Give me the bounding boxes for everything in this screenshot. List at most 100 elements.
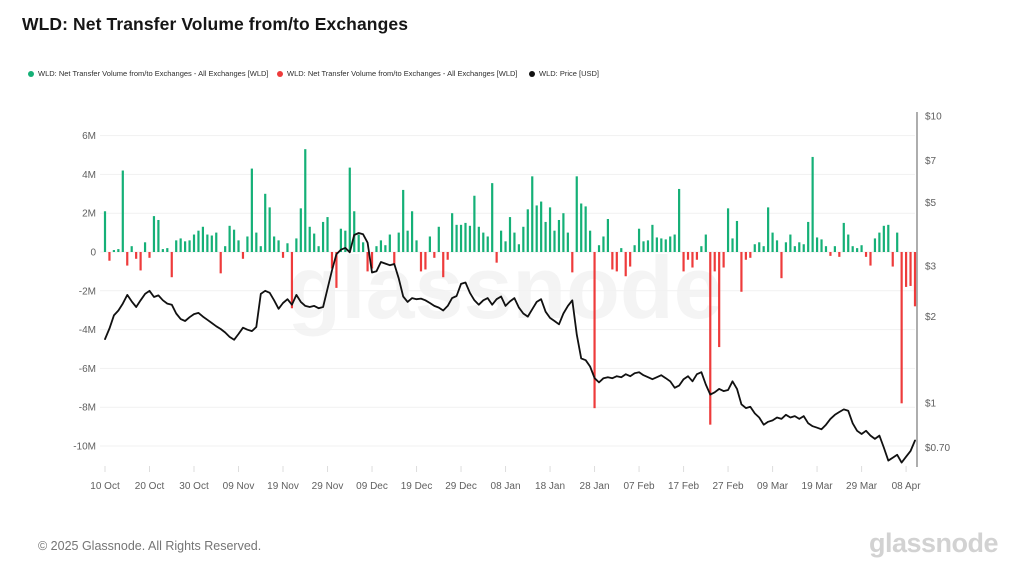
volume-bar[interactable] xyxy=(281,252,285,258)
volume-bar[interactable] xyxy=(682,252,685,272)
volume-bar[interactable] xyxy=(811,156,814,252)
volume-bar[interactable] xyxy=(842,222,845,252)
volume-bar[interactable] xyxy=(722,252,725,268)
volume-bar[interactable] xyxy=(896,232,899,252)
legend-item-netflow-negative[interactable]: WLD: Net Transfer Volume from/to Exchang… xyxy=(277,69,518,78)
volume-bar[interactable] xyxy=(593,252,596,409)
volume-bar[interactable] xyxy=(815,237,819,252)
volume-bar[interactable] xyxy=(553,230,556,252)
volume-bar[interactable] xyxy=(651,224,654,252)
volume-bar[interactable] xyxy=(455,224,458,252)
volume-bar[interactable] xyxy=(126,252,129,266)
volume-bar[interactable] xyxy=(602,236,605,252)
volume-bar[interactable] xyxy=(313,233,316,252)
volume-bar[interactable] xyxy=(557,219,561,252)
volume-bar[interactable] xyxy=(580,203,583,253)
volume-bar[interactable] xyxy=(700,246,703,252)
volume-bar[interactable] xyxy=(882,225,885,252)
volume-bar[interactable] xyxy=(508,217,512,252)
volume-bar[interactable] xyxy=(152,216,156,252)
volume-bar[interactable] xyxy=(713,252,716,272)
volume-bar[interactable] xyxy=(419,252,423,272)
volume-bar[interactable] xyxy=(299,208,302,252)
volume-bar[interactable] xyxy=(415,240,418,252)
volume-bar[interactable] xyxy=(219,252,222,274)
volume-bar[interactable] xyxy=(637,228,641,252)
volume-bar[interactable] xyxy=(175,240,178,252)
volume-bar[interactable] xyxy=(317,246,320,252)
volume-bar[interactable] xyxy=(499,230,503,252)
volume-bar[interactable] xyxy=(117,249,120,252)
volume-bar[interactable] xyxy=(451,213,454,252)
volume-bar[interactable] xyxy=(255,232,258,252)
volume-bar[interactable] xyxy=(264,193,267,252)
volume-bar[interactable] xyxy=(513,232,516,252)
volume-bar[interactable] xyxy=(642,241,645,252)
volume-bar[interactable] xyxy=(486,236,489,252)
volume-bar[interactable] xyxy=(833,246,836,252)
volume-bar[interactable] xyxy=(179,238,182,252)
volume-bar[interactable] xyxy=(802,244,805,252)
volume-bar[interactable] xyxy=(718,252,721,348)
volume-bar[interactable] xyxy=(709,252,712,425)
volume-bar[interactable] xyxy=(522,226,525,252)
volume-bar[interactable] xyxy=(357,234,360,252)
volume-bar[interactable] xyxy=(686,252,690,260)
volume-bar[interactable] xyxy=(397,232,400,252)
volume-bar[interactable] xyxy=(197,230,200,252)
legend-item-netflow-positive[interactable]: WLD: Net Transfer Volume from/to Exchang… xyxy=(28,69,269,78)
volume-bar[interactable] xyxy=(344,230,347,252)
volume-bar[interactable] xyxy=(695,252,699,260)
volume-bar[interactable] xyxy=(629,252,632,267)
volume-bar[interactable] xyxy=(504,241,507,252)
volume-bar[interactable] xyxy=(250,168,253,252)
volume-bar[interactable] xyxy=(660,238,663,252)
volume-bar[interactable] xyxy=(767,207,770,252)
volume-bar[interactable] xyxy=(139,252,142,271)
volume-bar[interactable] xyxy=(735,220,739,252)
volume-bar[interactable] xyxy=(673,234,676,252)
volume-bar[interactable] xyxy=(731,238,734,252)
volume-bar[interactable] xyxy=(678,188,681,252)
volume-bar[interactable] xyxy=(402,189,405,252)
volume-bar[interactable] xyxy=(873,238,877,252)
volume-bar[interactable] xyxy=(112,250,116,252)
volume-bar[interactable] xyxy=(379,240,383,252)
volume-bar[interactable] xyxy=(847,234,850,252)
volume-bar[interactable] xyxy=(388,234,391,252)
price-line[interactable] xyxy=(104,232,916,464)
volume-bar[interactable] xyxy=(535,205,538,252)
volume-bar[interactable] xyxy=(121,170,124,252)
volume-bar[interactable] xyxy=(793,246,796,252)
volume-bar[interactable] xyxy=(188,240,191,252)
volume-bar[interactable] xyxy=(192,234,196,252)
volume-bar[interactable] xyxy=(330,252,334,269)
volume-bar[interactable] xyxy=(375,246,378,252)
volume-bar[interactable] xyxy=(143,242,147,252)
volume-bar[interactable] xyxy=(370,252,374,269)
volume-bar[interactable] xyxy=(740,252,743,292)
volume-bar[interactable] xyxy=(321,221,325,252)
volume-bar[interactable] xyxy=(856,248,859,252)
volume-bar[interactable] xyxy=(468,225,472,252)
volume-bar[interactable] xyxy=(575,176,578,252)
volume-bar[interactable] xyxy=(206,234,209,252)
volume-bar[interactable] xyxy=(624,252,627,277)
volume-bar[interactable] xyxy=(161,249,164,252)
volume-bar[interactable] xyxy=(304,149,307,252)
volume-bar[interactable] xyxy=(166,248,169,252)
volume-bar[interactable] xyxy=(148,252,151,258)
volume-bar[interactable] xyxy=(753,244,756,252)
volume-bar[interactable] xyxy=(851,246,854,252)
volume-bar[interactable] xyxy=(544,221,547,252)
volume-bar[interactable] xyxy=(784,242,788,252)
volume-bar[interactable] xyxy=(437,226,440,252)
volume-bar[interactable] xyxy=(775,240,779,252)
volume-bar[interactable] xyxy=(548,207,552,252)
volume-bar[interactable] xyxy=(459,224,463,252)
volume-bar[interactable] xyxy=(295,238,298,252)
volume-bar[interactable] xyxy=(887,224,890,252)
volume-bar[interactable] xyxy=(384,245,387,252)
volume-bar[interactable] xyxy=(184,241,187,252)
